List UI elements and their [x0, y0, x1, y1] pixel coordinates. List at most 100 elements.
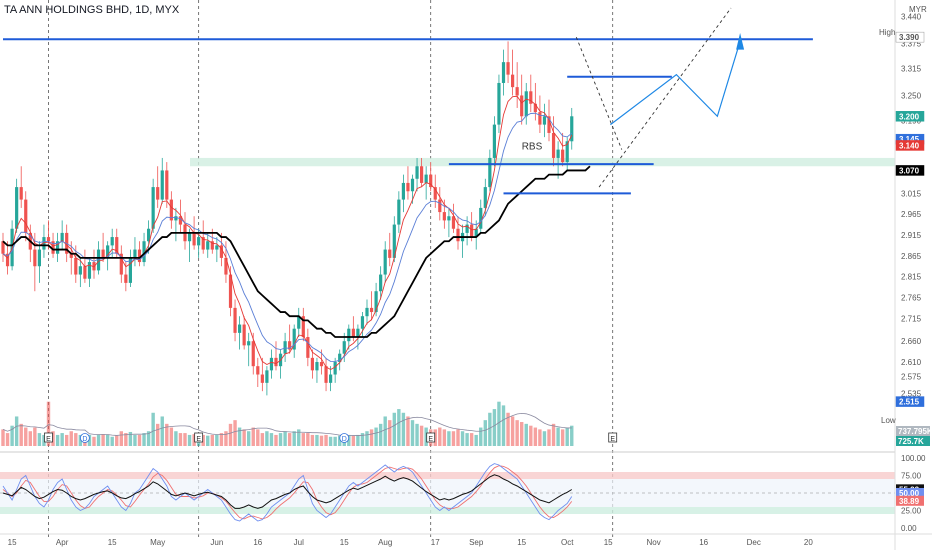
candle[interactable] — [174, 207, 178, 242]
candle[interactable] — [178, 199, 183, 233]
candle[interactable] — [119, 245, 123, 283]
candle[interactable] — [383, 241, 387, 283]
candle[interactable] — [533, 82, 537, 121]
candle[interactable] — [460, 224, 465, 258]
candle[interactable] — [324, 357, 328, 392]
candle[interactable] — [242, 316, 246, 350]
candle[interactable] — [501, 49, 506, 96]
candle[interactable] — [365, 299, 369, 325]
candle[interactable] — [433, 174, 437, 208]
candle[interactable] — [538, 95, 542, 133]
candles[interactable] — [1, 41, 574, 396]
candle[interactable] — [515, 62, 519, 108]
candle[interactable] — [283, 332, 287, 363]
wedge-top-line[interactable] — [575, 36, 623, 150]
candle[interactable] — [260, 357, 264, 392]
candle[interactable] — [415, 157, 419, 192]
candle[interactable] — [269, 349, 274, 379]
candle[interactable] — [310, 349, 314, 379]
candle[interactable] — [306, 328, 310, 367]
candle[interactable] — [288, 324, 292, 354]
drawn-levels[interactable]: RBS — [3, 7, 813, 195]
candle[interactable] — [238, 316, 242, 350]
candle[interactable] — [19, 166, 23, 208]
wedge-bottom-line[interactable] — [598, 7, 732, 188]
candle[interactable] — [447, 207, 451, 238]
candle[interactable] — [1, 232, 5, 263]
candle[interactable] — [374, 282, 378, 317]
candle[interactable] — [369, 291, 374, 321]
earnings-marker[interactable] — [426, 432, 436, 443]
candle[interactable] — [397, 191, 401, 233]
candle[interactable] — [137, 241, 142, 267]
candle[interactable] — [56, 232, 60, 263]
candle[interactable] — [87, 257, 92, 288]
candle[interactable] — [256, 357, 260, 388]
candle[interactable] — [561, 132, 565, 167]
candle[interactable] — [542, 103, 547, 138]
candle[interactable] — [215, 237, 219, 263]
candle[interactable] — [360, 312, 365, 338]
candle[interactable] — [128, 249, 132, 288]
candle[interactable] — [169, 191, 173, 229]
candle[interactable] — [506, 41, 510, 83]
candle[interactable] — [142, 232, 146, 267]
earnings-marker[interactable] — [44, 432, 53, 443]
candle[interactable] — [451, 203, 456, 233]
dividend-marker[interactable] — [339, 433, 350, 443]
candle[interactable] — [156, 166, 160, 208]
candle[interactable] — [520, 74, 524, 125]
candle[interactable] — [60, 220, 64, 250]
candle[interactable] — [429, 162, 433, 192]
candle[interactable] — [147, 220, 151, 254]
dividend-marker[interactable] — [80, 433, 90, 443]
candle[interactable] — [92, 249, 96, 279]
candle[interactable] — [556, 141, 560, 179]
candle[interactable] — [51, 232, 55, 258]
candle[interactable] — [297, 307, 301, 338]
candle[interactable] — [206, 232, 210, 258]
candle[interactable] — [474, 220, 478, 250]
candle[interactable] — [274, 341, 278, 371]
candle[interactable] — [329, 366, 333, 392]
candle[interactable] — [265, 366, 269, 396]
candle[interactable] — [492, 116, 496, 167]
candle[interactable] — [456, 216, 460, 250]
candle[interactable] — [524, 82, 528, 125]
candle[interactable] — [78, 257, 82, 288]
candle[interactable] — [488, 149, 492, 192]
candle[interactable] — [401, 174, 405, 213]
candle[interactable] — [333, 357, 337, 383]
candle[interactable] — [160, 157, 164, 204]
candle[interactable] — [165, 162, 169, 208]
candle[interactable] — [278, 349, 283, 379]
candle[interactable] — [183, 212, 187, 250]
candle[interactable] — [37, 241, 41, 283]
candle[interactable] — [406, 166, 410, 200]
candle[interactable] — [133, 237, 137, 267]
candle[interactable] — [315, 357, 319, 383]
candle[interactable] — [151, 178, 155, 233]
candle[interactable] — [551, 116, 556, 167]
candle[interactable] — [201, 220, 205, 254]
candle[interactable] — [24, 191, 28, 242]
candle[interactable] — [106, 241, 110, 271]
candle[interactable] — [292, 324, 296, 358]
candle[interactable] — [388, 232, 392, 267]
candle[interactable] — [511, 49, 515, 96]
candle[interactable] — [379, 266, 383, 300]
earnings-marker[interactable] — [194, 432, 204, 443]
earnings-marker[interactable] — [608, 432, 618, 443]
candle[interactable] — [247, 332, 251, 367]
candle[interactable] — [497, 74, 501, 133]
candle[interactable] — [219, 232, 223, 267]
candle[interactable] — [438, 187, 442, 221]
candle[interactable] — [529, 74, 533, 113]
projection-path[interactable] — [610, 41, 741, 126]
candle[interactable] — [187, 228, 192, 263]
candle[interactable] — [420, 157, 424, 188]
candle[interactable] — [570, 107, 574, 150]
candle[interactable] — [15, 178, 19, 233]
candle[interactable] — [233, 299, 237, 342]
